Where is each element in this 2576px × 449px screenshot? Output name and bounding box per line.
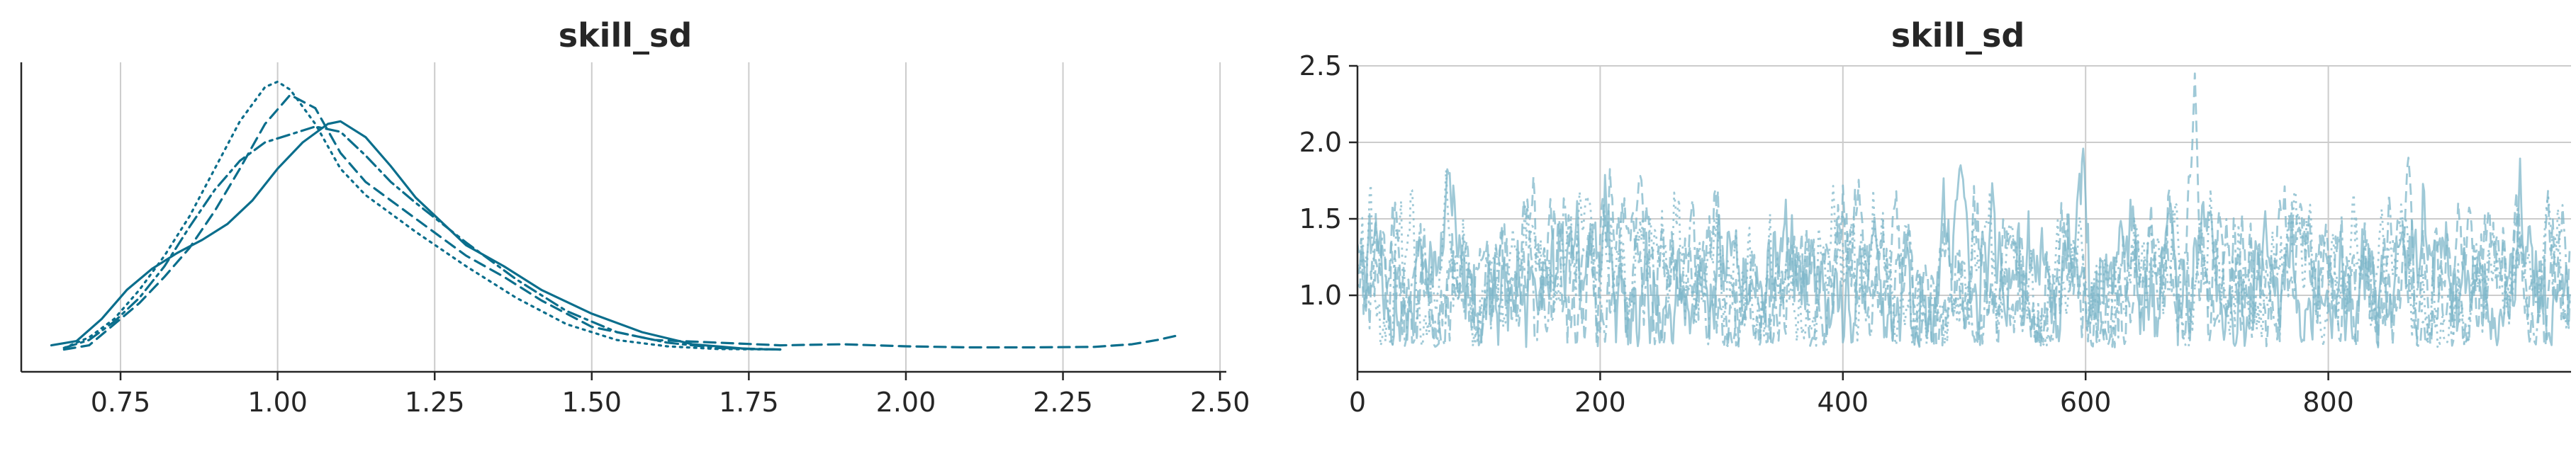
density-line-dotted (62, 80, 782, 351)
density-tick-label: 2.25 (1033, 387, 1093, 418)
trace-plot-panel: skill_sd 0 200 400 600 800 1.0 1.5 2.0 2.5 (1299, 16, 2571, 418)
trace-x-tick-label: 600 (2060, 387, 2112, 418)
density-tick-label: 0.75 (91, 387, 151, 418)
density-x-ticks: 0.75 1.00 1.25 1.50 1.75 2.00 2.25 2.50 (91, 372, 1250, 418)
trace-y-tick-label: 1.5 (1299, 203, 1342, 234)
trace-x-tick-label: 400 (1818, 387, 1869, 418)
trace-grid (1357, 65, 2571, 372)
density-tick-label: 1.25 (405, 387, 465, 418)
density-lines (50, 80, 1177, 351)
density-tick-label: 2.50 (1190, 387, 1250, 418)
density-plot-panel: skill_sd 0.75 1.00 1.25 1.50 1.75 2.00 2.25 2.5… (20, 16, 1250, 418)
density-line-dashed (62, 93, 1177, 351)
trace-x-ticks: 0 200 400 600 800 (1349, 372, 2354, 418)
trace-x-tick-label: 800 (2302, 387, 2354, 418)
trace-y-tick-label: 2.5 (1299, 50, 1342, 81)
trace-y-tick-label: 1.0 (1299, 280, 1342, 311)
trace-y-tick-label: 2.0 (1299, 127, 1342, 158)
trace-x-tick-label: 0 (1349, 387, 1366, 418)
trace-lines (1357, 72, 2571, 348)
density-tick-label: 1.75 (719, 387, 779, 418)
density-line-solid (50, 120, 782, 351)
trace-x-tick-label: 200 (1574, 387, 1626, 418)
density-tick-label: 2.00 (876, 387, 936, 418)
trace-plot-title: skill_sd (1891, 16, 2025, 55)
trace-line-dotted (1357, 169, 2571, 348)
density-tick-label: 1.50 (561, 387, 622, 418)
density-plot-title: skill_sd (559, 16, 693, 55)
trace-line-dashdot (1357, 190, 2571, 348)
trace-y-ticks: 1.0 1.5 2.0 2.5 (1299, 50, 1357, 311)
density-tick-label: 1.00 (247, 387, 308, 418)
density-line-dashdot (62, 125, 782, 351)
